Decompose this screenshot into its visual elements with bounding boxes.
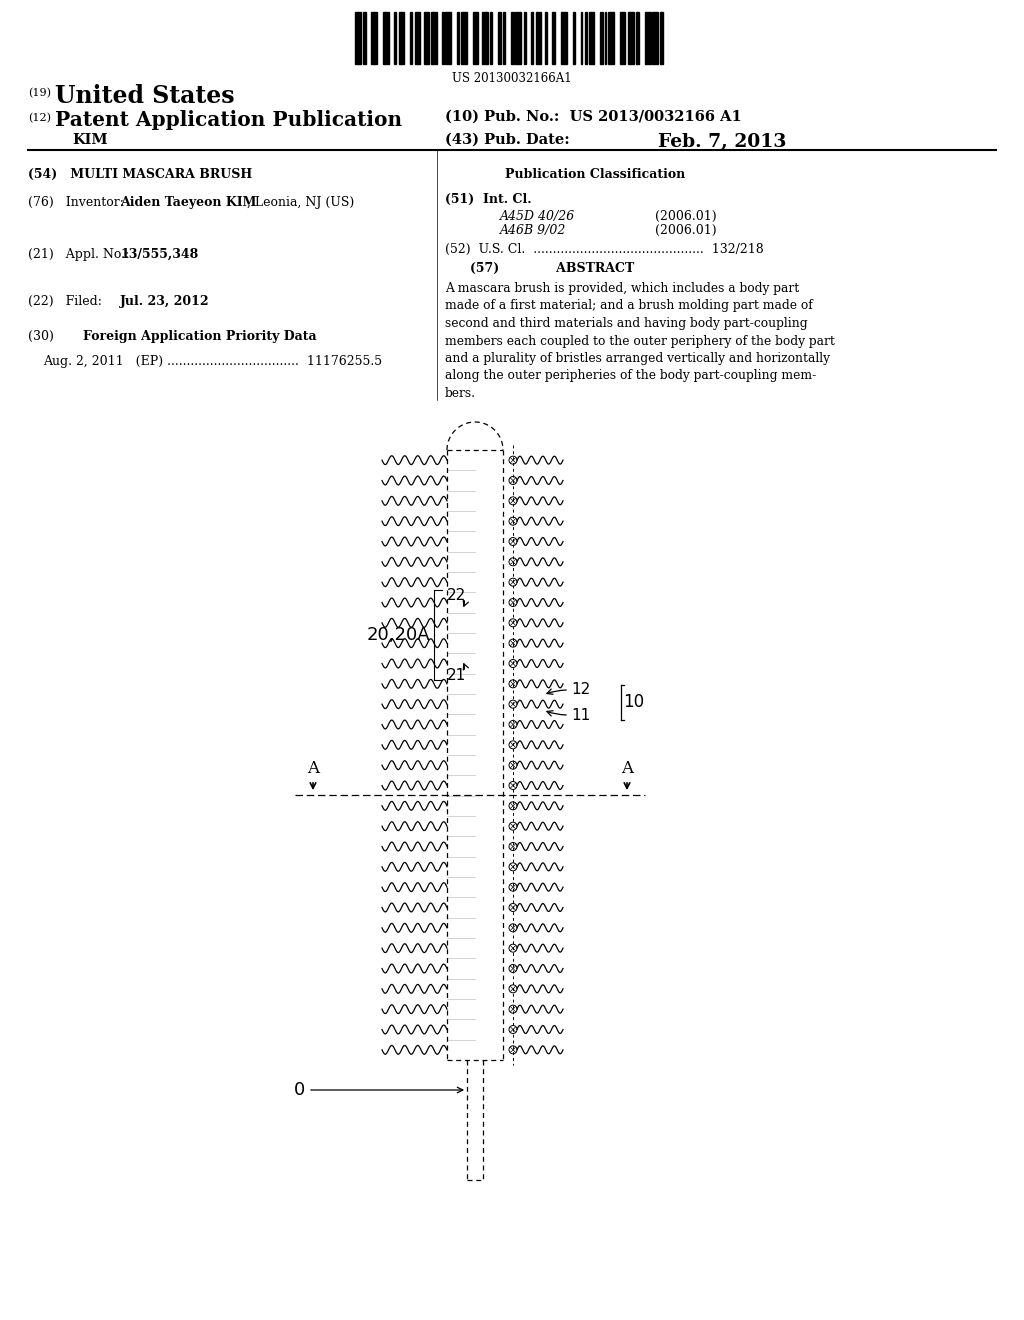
Text: (76)   Inventor:: (76) Inventor: [28,195,124,209]
Bar [628,12,634,63]
Text: (43) Pub. Date:: (43) Pub. Date: [445,133,569,147]
Bar [362,12,366,63]
Bar [660,12,664,63]
Text: US 20130032166A1: US 20130032166A1 [453,73,571,84]
Bar [561,12,567,63]
Bar [355,12,361,63]
Bar [490,12,493,63]
Bar [394,12,396,63]
Text: (22)   Filed:: (22) Filed: [28,294,101,308]
Text: A: A [307,760,319,777]
Text: (2006.01): (2006.01) [655,224,717,238]
Text: Aiden Taeyeon KIM: Aiden Taeyeon KIM [120,195,256,209]
Text: Jul. 23, 2012: Jul. 23, 2012 [120,294,210,308]
Bar [621,12,625,63]
Text: A: A [621,760,633,777]
Bar [399,12,404,63]
Text: 10: 10 [623,693,644,711]
Text: 21: 21 [447,668,466,682]
Text: (10) Pub. No.:  US 2013/0032166 A1: (10) Pub. No.: US 2013/0032166 A1 [445,110,741,124]
Bar [515,12,521,63]
Text: KIM: KIM [72,133,108,147]
Bar [604,12,606,63]
Bar [581,12,583,63]
Text: Foreign Application Priority Data: Foreign Application Priority Data [83,330,316,343]
Text: 13/555,348: 13/555,348 [120,248,199,261]
Text: 0: 0 [294,1081,305,1100]
Bar [503,12,505,63]
Text: (54)   MULTI MASCARA BRUSH: (54) MULTI MASCARA BRUSH [28,168,252,181]
Text: United States: United States [55,84,234,108]
Bar [371,12,377,63]
Text: 22: 22 [447,587,466,602]
Bar [383,12,388,63]
Bar [552,12,555,63]
Text: 12: 12 [571,682,590,697]
Text: A mascara brush is provided, which includes a body part
made of a first material: A mascara brush is provided, which inclu… [445,282,835,400]
Text: 20,20A: 20,20A [367,626,430,644]
Text: 11: 11 [571,708,590,722]
Bar [458,12,459,63]
Bar [415,12,420,63]
Bar [424,12,429,63]
Bar [572,12,574,63]
Text: A45D 40/26: A45D 40/26 [500,210,575,223]
Text: A46B 9/02: A46B 9/02 [500,224,566,238]
Text: (30): (30) [28,330,54,343]
Text: (51)  Int. Cl.: (51) Int. Cl. [445,193,531,206]
Text: (19): (19) [28,88,51,98]
Bar [608,12,614,63]
Bar [531,12,532,63]
Bar [445,12,452,63]
Bar [498,12,501,63]
Bar [461,12,467,63]
Text: (2006.01): (2006.01) [655,210,717,223]
Bar [586,12,587,63]
Bar [645,12,650,63]
Text: Patent Application Publication: Patent Application Publication [55,110,402,129]
Bar [473,12,477,63]
Text: Aug. 2, 2011   (EP) ..................................  11176255.5: Aug. 2, 2011 (EP) ......................… [43,355,382,368]
Bar [524,12,526,63]
Bar [652,12,658,63]
Text: (52)  U.S. Cl.  ............................................  132/218: (52) U.S. Cl. ..........................… [445,243,764,256]
Text: (21)   Appl. No.:: (21) Appl. No.: [28,248,129,261]
Bar [600,12,603,63]
Bar [536,12,541,63]
Text: Feb. 7, 2013: Feb. 7, 2013 [658,133,786,150]
Bar [431,12,437,63]
Bar [482,12,488,63]
Text: , Leonia, NJ (US): , Leonia, NJ (US) [247,195,354,209]
Text: (57)             ABSTRACT: (57) ABSTRACT [470,261,634,275]
Bar [589,12,594,63]
Text: (12): (12) [28,114,51,123]
Bar [511,12,514,63]
Text: Publication Classification: Publication Classification [505,168,685,181]
Bar [546,12,547,63]
Bar [410,12,412,63]
Bar [636,12,639,63]
Bar [441,12,443,63]
